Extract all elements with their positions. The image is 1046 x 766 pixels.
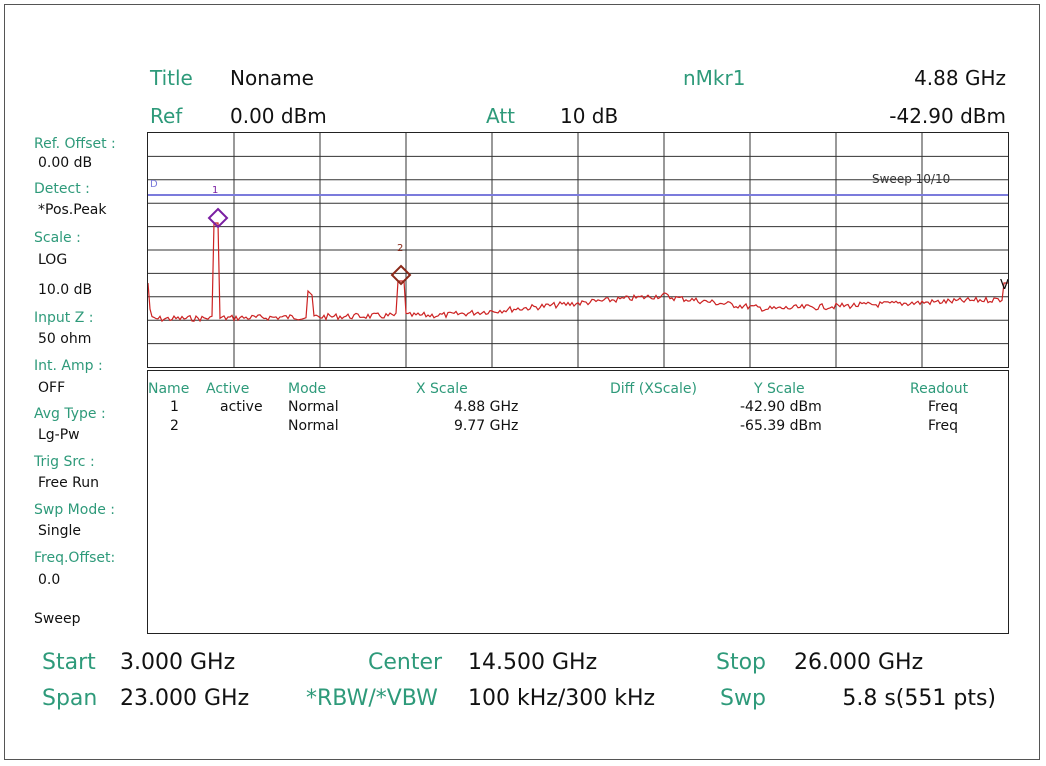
spectrum-plot: D Sweep 10/10 1 2 V	[148, 133, 1008, 367]
ref-value: 0.00 dBm	[230, 104, 327, 128]
sidebar-label: Int. Amp :	[34, 358, 103, 374]
table-cell-readout: Freq	[928, 399, 958, 415]
rbw-vbw-label: *RBW/*VBW	[306, 686, 438, 711]
marker-level: -42.90 dBm	[889, 104, 1006, 128]
table-cell-mode: Normal	[288, 399, 339, 415]
start-label: Start	[42, 650, 96, 675]
sidebar-value: LOG	[38, 252, 68, 268]
table-cell-readout: Freq	[928, 418, 958, 434]
table-cell-name: 1	[170, 399, 179, 415]
marker-table-header-cell: Name	[148, 381, 190, 397]
title-value: Noname	[230, 66, 314, 90]
sidebar-value: 10.0 dB	[38, 282, 93, 298]
marker-1-icon: 1	[207, 185, 229, 229]
table-cell-x: 9.77 GHz	[454, 418, 519, 434]
table-cell-active: active	[220, 399, 263, 415]
sweep-time-value: 5.8 s(551 pts)	[842, 686, 996, 711]
table-cell-name: 2	[170, 418, 179, 434]
sidebar-value: Lg-Pw	[38, 427, 80, 443]
sweep-status: Sweep 10/10	[872, 172, 950, 186]
table-cell-y: -42.90 dBm	[740, 399, 822, 415]
marker-table-header-cell: Y Scale	[754, 381, 805, 397]
grid-lines	[148, 133, 1008, 367]
table-cell-y: -65.39 dBm	[740, 418, 822, 434]
stop-value: 26.000 GHz	[794, 650, 924, 675]
sidebar-value: Sweep	[34, 611, 81, 627]
sidebar-label: Freq.Offset:	[34, 550, 116, 566]
sidebar-value: 50 ohm	[38, 331, 92, 347]
sidebar-label: Avg Type :	[34, 406, 106, 422]
marker-frequency: 4.88 GHz	[914, 66, 1006, 90]
sidebar-label: Input Z :	[34, 310, 94, 326]
marker-label: nMkr1	[683, 66, 746, 90]
center-value: 14.500 GHz	[468, 650, 598, 675]
sidebar-label: Detect :	[34, 181, 90, 197]
start-value: 3.000 GHz	[120, 650, 236, 675]
spectrum-trace	[148, 222, 1008, 323]
marker-table-header-cell: Diff (XScale)	[610, 381, 697, 397]
instrument-screen-frame	[4, 4, 1040, 760]
display-line-label: D	[150, 179, 158, 190]
ref-label: Ref	[150, 104, 183, 128]
marker-table-header-cell: Active	[206, 381, 250, 397]
att-value: 10 dB	[560, 104, 619, 128]
sidebar-value: Free Run	[38, 475, 100, 491]
rbw-vbw-value: 100 kHz/300 kHz	[468, 686, 656, 711]
span-label: Span	[42, 686, 98, 711]
sidebar-value: OFF	[38, 380, 66, 396]
sidebar-label: Ref. Offset :	[34, 136, 116, 152]
att-label: Att	[486, 104, 516, 128]
sidebar-value: 0.00 dB	[38, 155, 93, 171]
sidebar-value: Single	[38, 523, 82, 539]
table-cell-x: 4.88 GHz	[454, 399, 519, 415]
center-label: Center	[368, 650, 443, 675]
marker-2-label: 2	[397, 243, 403, 254]
marker-2-icon: 2	[390, 243, 412, 286]
marker-1-label: 1	[212, 185, 218, 196]
marker-table: Name Active Mode X Scale Diff (XScale) Y Scal…	[147, 370, 1009, 634]
stop-label: Stop	[716, 650, 767, 675]
sidebar-label: Scale :	[34, 230, 81, 246]
sweep-time-label: Swp	[720, 686, 766, 711]
sidebar-label: Trig Src :	[34, 454, 95, 470]
title-label: Title	[150, 66, 193, 90]
marker-table-header-cell: Readout	[910, 381, 969, 397]
sidebar-value: *Pos.Peak	[38, 202, 107, 218]
marker-table-header-cell: Mode	[288, 381, 327, 397]
trace-end-indicator-icon: V	[1000, 278, 1008, 293]
sidebar-label: Swp Mode :	[34, 502, 115, 518]
sidebar-value: 0.0	[38, 572, 61, 588]
span-value: 23.000 GHz	[120, 686, 250, 711]
marker-table-header-cell: X Scale	[416, 381, 468, 397]
table-cell-mode: Normal	[288, 418, 339, 434]
spectrum-graticule: D Sweep 10/10 1 2 V	[147, 132, 1009, 368]
